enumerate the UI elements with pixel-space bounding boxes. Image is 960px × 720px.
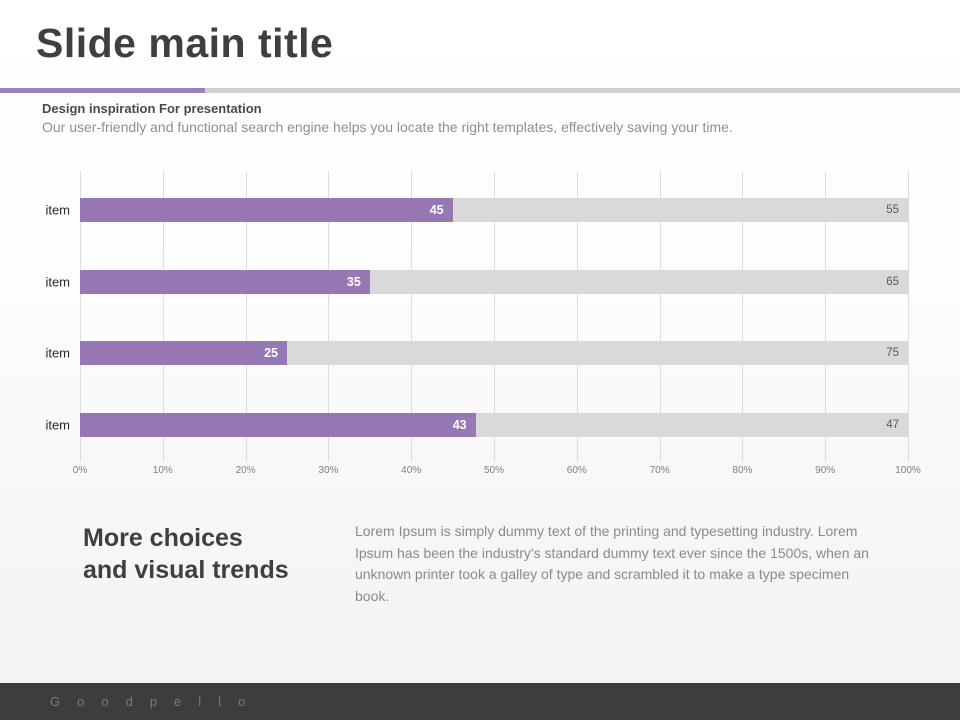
x-axis-tick-label: 70% [649, 465, 670, 476]
bar-value-label: 25 [264, 346, 278, 360]
footer-logo: Goodpello [50, 694, 263, 709]
bar-category-label: item [45, 345, 70, 361]
x-axis-tick-label: 100% [895, 465, 921, 476]
chart-bar-row: 45 55 [80, 198, 908, 222]
chart-plot: item 45 55 item 35 65 item 25 75 item 43 47 [45, 171, 909, 462]
bar-category-label: item [45, 417, 70, 433]
x-axis-tick-label: 50% [483, 465, 505, 476]
bar-value-label: 35 [346, 275, 361, 289]
gridline [908, 171, 909, 462]
bar-segment-filled: 43 [80, 413, 476, 437]
header-divider-accent [0, 88, 205, 93]
chart-x-axis: 0% 10% 20% 30% 40% 50% 60% 70% 80% 90% 100% [73, 465, 921, 479]
bar-segment-remainder: 47 [475, 413, 908, 437]
gridline [494, 171, 495, 462]
bar-value-label: 47 [886, 419, 899, 431]
bar-segment-remainder: 65 [369, 270, 908, 294]
gridline [162, 171, 164, 462]
x-axis-tick-label: 90% [815, 465, 836, 476]
bottom-heading-line1: More choices [83, 524, 243, 552]
gridline [742, 171, 744, 462]
chart-bar-row: 35 65 [80, 270, 908, 294]
gridline [659, 171, 661, 462]
gridline [80, 171, 81, 462]
chart-bar-row: 25 75 [80, 341, 908, 365]
paragraph-line: Lorem Ipsum is simply dummy text of the … [355, 523, 858, 539]
gridline [411, 171, 413, 462]
bar-value-label: 55 [886, 204, 899, 216]
x-axis-tick-label: 20% [235, 465, 256, 476]
chart-bar-row: 43 47 [80, 413, 908, 437]
paragraph-line: unknown printer took a galley of type an… [355, 566, 850, 604]
section-description: Our user-friendly and functional search … [42, 119, 733, 135]
bar-value-label: 65 [886, 276, 899, 288]
gridline [245, 171, 247, 462]
bar-value-label: 45 [429, 203, 444, 217]
x-axis-tick-label: 80% [732, 465, 753, 476]
x-axis-tick-label: 60% [566, 465, 587, 476]
bar-category-label: item [45, 274, 70, 290]
bar-value-label: 43 [452, 418, 467, 432]
bottom-heading: More choices and visual trends [83, 522, 289, 586]
bar-value-label: 75 [886, 347, 899, 359]
bottom-heading-line2: and visual trends [83, 556, 289, 584]
header-divider [0, 88, 960, 93]
bottom-paragraph: Lorem Ipsum is simply dummy text of the … [355, 521, 875, 607]
gridline [328, 171, 330, 462]
x-axis-tick-label: 30% [318, 465, 339, 476]
x-axis-tick-label: 10% [152, 465, 173, 476]
gridline [576, 171, 578, 462]
bar-segment-remainder: 75 [287, 341, 908, 365]
bar-segment-filled: 35 [80, 270, 370, 294]
paragraph-line: Ipsum has been the industry's standard d… [355, 544, 869, 561]
x-axis-tick-label: 0% [72, 465, 88, 476]
bar-category-label: item [45, 202, 70, 218]
section-subtitle: Design inspiration For presentation [42, 101, 262, 116]
page-title: Slide main title [36, 20, 334, 66]
footer-bar: Goodpello [0, 683, 960, 720]
x-axis-tick-label: 40% [401, 465, 422, 476]
bar-segment-remainder: 55 [452, 198, 908, 222]
gridline [825, 171, 827, 462]
bar-segment-filled: 45 [80, 198, 453, 222]
bar-segment-filled: 25 [80, 341, 287, 365]
